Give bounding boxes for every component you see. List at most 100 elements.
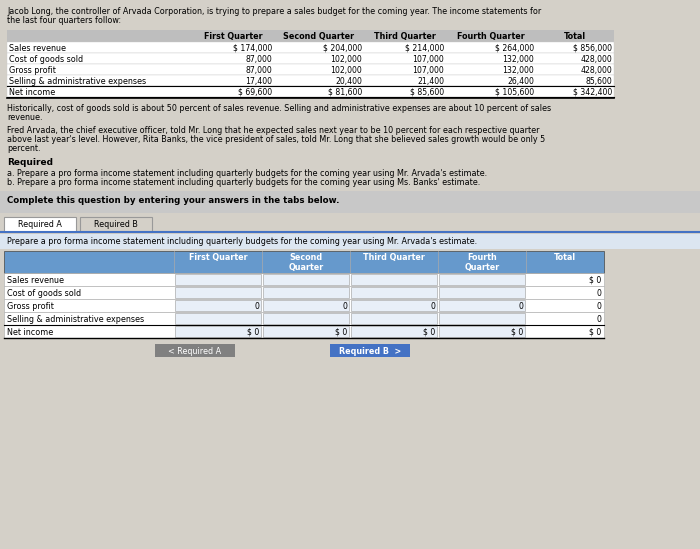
Text: 21,400: 21,400 bbox=[417, 77, 444, 86]
Text: < Required A: < Required A bbox=[169, 347, 222, 356]
Text: $ 0: $ 0 bbox=[589, 328, 601, 337]
Text: $ 0: $ 0 bbox=[589, 276, 601, 285]
Text: Gross profit: Gross profit bbox=[9, 66, 56, 75]
Text: $ 214,000: $ 214,000 bbox=[405, 44, 444, 53]
Text: First Quarter: First Quarter bbox=[204, 32, 262, 41]
Bar bbox=[4, 312, 604, 325]
Bar bbox=[4, 325, 604, 338]
Bar bbox=[4, 299, 604, 312]
Bar bbox=[175, 326, 261, 337]
Text: above last year's level. However, Rita Banks, the vice president of sales, told : above last year's level. However, Rita B… bbox=[7, 135, 545, 144]
Bar bbox=[175, 287, 261, 298]
Text: 0: 0 bbox=[596, 289, 601, 298]
Text: Cost of goods sold: Cost of goods sold bbox=[9, 55, 83, 64]
Bar bbox=[351, 274, 437, 285]
Text: 87,000: 87,000 bbox=[245, 66, 272, 75]
Text: revenue.: revenue. bbox=[7, 113, 43, 122]
Text: Total: Total bbox=[564, 32, 586, 41]
Text: Fourth Quarter: Fourth Quarter bbox=[457, 32, 525, 41]
Bar bbox=[4, 273, 604, 286]
Text: Net income: Net income bbox=[7, 328, 53, 337]
Bar bbox=[4, 251, 604, 273]
Text: 428,000: 428,000 bbox=[580, 66, 612, 75]
Bar bbox=[7, 64, 614, 75]
Bar bbox=[155, 344, 235, 357]
Text: 85,600: 85,600 bbox=[585, 77, 612, 86]
Text: 107,000: 107,000 bbox=[412, 66, 444, 75]
Text: Required B: Required B bbox=[94, 220, 138, 229]
Text: Total: Total bbox=[554, 253, 576, 262]
Bar bbox=[439, 313, 525, 324]
Bar bbox=[4, 286, 604, 299]
Text: Jacob Long, the controller of Arvada Corporation, is trying to prepare a sales b: Jacob Long, the controller of Arvada Cor… bbox=[7, 7, 541, 16]
Text: 102,000: 102,000 bbox=[330, 66, 362, 75]
Text: 428,000: 428,000 bbox=[580, 55, 612, 64]
Text: Net income: Net income bbox=[9, 88, 55, 97]
Bar bbox=[263, 300, 349, 311]
Bar bbox=[80, 217, 152, 232]
Text: Fourth
Quarter: Fourth Quarter bbox=[464, 253, 500, 272]
Text: $ 85,600: $ 85,600 bbox=[410, 88, 444, 97]
Bar bbox=[351, 326, 437, 337]
Text: Prepare a pro forma income statement including quarterly budgets for the coming : Prepare a pro forma income statement inc… bbox=[7, 237, 477, 246]
Text: 0: 0 bbox=[596, 315, 601, 324]
Text: 107,000: 107,000 bbox=[412, 55, 444, 64]
Bar bbox=[351, 313, 437, 324]
Bar bbox=[0, 234, 700, 249]
Text: Second Quarter: Second Quarter bbox=[284, 32, 355, 41]
Bar bbox=[0, 191, 700, 213]
Text: $ 69,600: $ 69,600 bbox=[238, 88, 272, 97]
Bar bbox=[7, 42, 614, 53]
Text: Sales revenue: Sales revenue bbox=[9, 44, 66, 53]
Bar bbox=[175, 313, 261, 324]
Text: Historically, cost of goods sold is about 50 percent of sales revenue. Selling a: Historically, cost of goods sold is abou… bbox=[7, 104, 551, 113]
Bar bbox=[7, 53, 614, 64]
Bar bbox=[7, 75, 614, 86]
Bar bbox=[330, 344, 410, 357]
Text: 132,000: 132,000 bbox=[503, 55, 534, 64]
Text: 132,000: 132,000 bbox=[503, 66, 534, 75]
Text: b. Prepare a pro forma income statement including quarterly budgets for the comi: b. Prepare a pro forma income statement … bbox=[7, 178, 480, 187]
Bar bbox=[175, 300, 261, 311]
Text: Required A: Required A bbox=[18, 220, 62, 229]
Text: 20,400: 20,400 bbox=[335, 77, 362, 86]
Text: $ 174,000: $ 174,000 bbox=[232, 44, 272, 53]
Text: 102,000: 102,000 bbox=[330, 55, 362, 64]
Bar bbox=[439, 300, 525, 311]
Text: 0: 0 bbox=[518, 302, 523, 311]
Text: $ 105,600: $ 105,600 bbox=[495, 88, 534, 97]
Text: Selling & administrative expenses: Selling & administrative expenses bbox=[7, 315, 144, 324]
Text: Fred Arvada, the chief executive officer, told Mr. Long that he expected sales n: Fred Arvada, the chief executive officer… bbox=[7, 126, 540, 135]
Text: Complete this question by entering your answers in the tabs below.: Complete this question by entering your … bbox=[7, 196, 340, 205]
Text: 0: 0 bbox=[254, 302, 259, 311]
Bar bbox=[439, 326, 525, 337]
Bar bbox=[175, 274, 261, 285]
Text: Gross profit: Gross profit bbox=[7, 302, 54, 311]
Text: 0: 0 bbox=[596, 302, 601, 311]
Bar bbox=[439, 287, 525, 298]
Text: 0: 0 bbox=[342, 302, 347, 311]
Bar bbox=[351, 287, 437, 298]
Text: the last four quarters follow:: the last four quarters follow: bbox=[7, 16, 121, 25]
Text: 26,400: 26,400 bbox=[507, 77, 534, 86]
Text: Second
Quarter: Second Quarter bbox=[288, 253, 323, 272]
Text: 0: 0 bbox=[430, 302, 435, 311]
Text: Required B  >: Required B > bbox=[339, 347, 401, 356]
Text: Cost of goods sold: Cost of goods sold bbox=[7, 289, 81, 298]
Text: Third Quarter: Third Quarter bbox=[363, 253, 425, 262]
Text: $ 0: $ 0 bbox=[423, 328, 435, 337]
Text: $ 81,600: $ 81,600 bbox=[328, 88, 362, 97]
Bar bbox=[263, 287, 349, 298]
Bar bbox=[263, 326, 349, 337]
Bar bbox=[439, 274, 525, 285]
Bar bbox=[7, 30, 614, 42]
Text: $ 342,400: $ 342,400 bbox=[573, 88, 612, 97]
Text: $ 204,000: $ 204,000 bbox=[323, 44, 362, 53]
Text: Required: Required bbox=[7, 158, 53, 167]
Bar bbox=[351, 300, 437, 311]
Text: 17,400: 17,400 bbox=[245, 77, 272, 86]
Bar bbox=[7, 86, 614, 97]
Text: $ 264,000: $ 264,000 bbox=[495, 44, 534, 53]
Text: $ 0: $ 0 bbox=[511, 328, 523, 337]
Text: Sales revenue: Sales revenue bbox=[7, 276, 64, 285]
